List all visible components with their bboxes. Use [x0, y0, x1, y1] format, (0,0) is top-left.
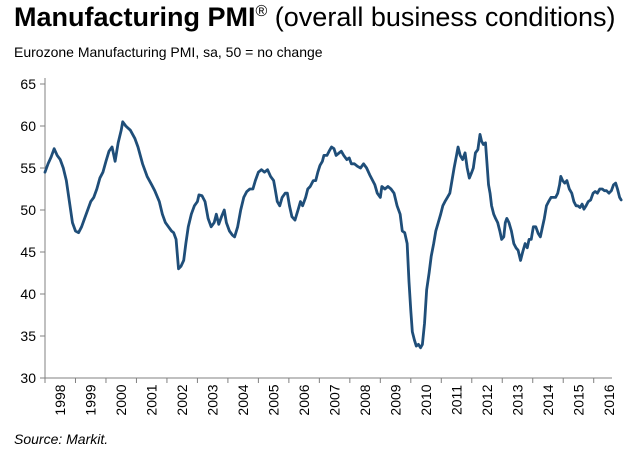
y-tick-label: 55 [20, 160, 36, 176]
y-tick-label: 35 [20, 328, 36, 344]
source-note: Source: Markit. [14, 431, 109, 447]
x-tick-label: 2012 [479, 384, 495, 415]
y-tick-label: 65 [20, 76, 36, 92]
y-tick-label: 45 [20, 244, 36, 260]
y-tick-label: 40 [20, 286, 36, 302]
x-tick-label: 2007 [327, 384, 343, 415]
chart-subtitle: Eurozone Manufacturing PMI, sa, 50 = no … [14, 44, 323, 60]
x-tick-label: 2008 [357, 384, 373, 415]
x-tick-label: 2002 [174, 384, 190, 415]
y-tick-label: 50 [20, 202, 36, 218]
x-axis-ticks: 1998 1999 2000 2001 2002 2003 2004 2005 2006 2007… [44, 378, 617, 416]
x-tick-label: 2000 [113, 384, 129, 415]
x-tick-label: 1999 [83, 384, 99, 415]
x-tick-label: 1998 [52, 384, 68, 415]
chart-title-main: Manufacturing PMI [14, 2, 256, 32]
y-tick-label: 60 [20, 118, 36, 134]
chart-title: Manufacturing PMI® (overall business con… [14, 2, 615, 33]
x-tick-label: 2004 [235, 384, 251, 415]
y-axis-ticks: 30 35 40 45 50 55 60 65 [20, 76, 45, 386]
y-tick-label: 30 [20, 370, 36, 386]
x-tick-label: 2013 [510, 384, 526, 415]
x-tick-label: 2001 [144, 384, 160, 415]
series-line-pmi [43, 120, 623, 350]
x-tick-label: 2016 [601, 384, 617, 415]
x-tick-label: 2003 [205, 384, 221, 415]
x-tick-label: 2006 [296, 384, 312, 415]
chart-title-rest: (overall business conditions) [267, 2, 616, 32]
registered-mark: ® [255, 3, 268, 20]
x-tick-label: 2014 [540, 384, 556, 415]
x-tick-label: 2009 [388, 384, 404, 415]
x-tick-label: 2010 [418, 384, 434, 415]
series-layer [43, 120, 623, 350]
x-tick-label: 2005 [266, 384, 282, 415]
x-tick-label: 2011 [449, 385, 465, 415]
x-tick-label: 2015 [570, 384, 586, 415]
chart-axes [44, 78, 612, 379]
